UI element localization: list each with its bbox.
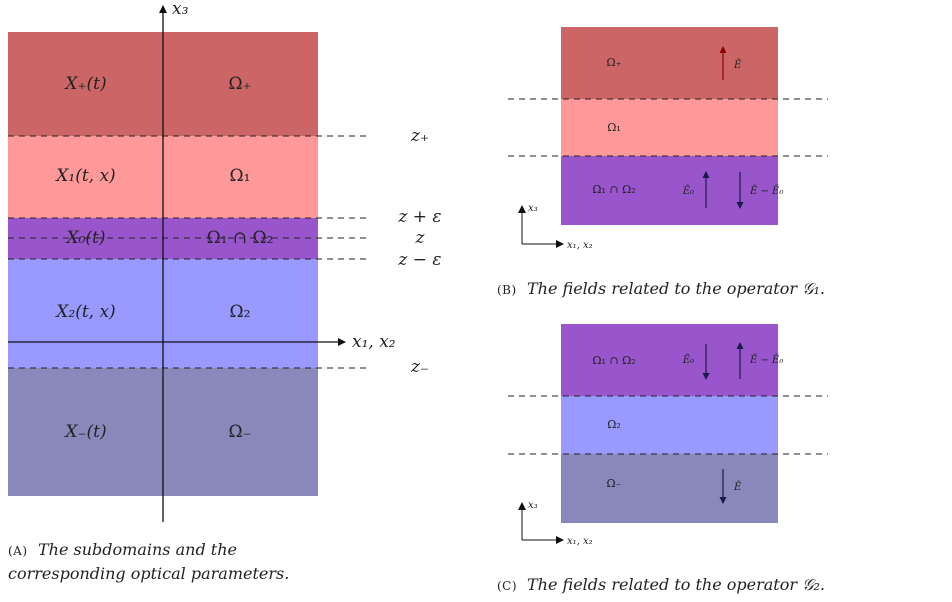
layer-b-plus [561, 27, 778, 99]
level-lines-a [8, 135, 370, 369]
layer-label-a-1-left: X₁(t, x) [54, 166, 115, 186]
layer-label-a-minus-right: Ω₋ [228, 422, 251, 442]
layer-label-b-plus: Ω₊ [607, 56, 622, 69]
field-label-c-bottom: Ẽ [733, 481, 742, 493]
caption-a-line1: The subdomains and the [38, 540, 237, 559]
layer-label-a-1-right: Ω₁ [230, 166, 251, 186]
layer-label-c-2: Ω₂ [607, 418, 621, 431]
axis-x12-label-b: x₁, x₂ [567, 240, 593, 251]
layer-label-a-plus-right: Ω₊ [228, 74, 251, 94]
axis-x3-label-a: x₃ [172, 0, 189, 19]
layer-c-0 [561, 324, 778, 396]
level-lines-c [508, 395, 828, 455]
axis-x3-label-c: x₃ [528, 500, 538, 511]
layer-label-b-1: Ω₁ [607, 121, 621, 134]
axis-x3-label-b: x₃ [528, 203, 538, 214]
axis-x12-label-a: x₁, x₂ [352, 332, 396, 352]
caption-c-text: The fields related to the operator 𝒢₂. [527, 575, 825, 594]
level-lines-b [508, 98, 828, 157]
level-label-zplus: z₊ [410, 126, 429, 146]
layer-label-c-minus: Ω₋ [607, 477, 622, 490]
panel-c: Ω₁ ∩ Ω₂ Ω₂ Ω₋ Ẽ₀ Ẽ − Ẽ₀ Ẽ x₃ x₁, x₂ (C) … [497, 324, 828, 594]
level-label-zme: z − ε [397, 250, 441, 270]
field-label-b-mid-left: Ẽ₀ [682, 185, 694, 197]
layer-b-1 [561, 99, 778, 156]
caption-a-tag: (A) [8, 544, 28, 558]
caption-b-text: The fields related to the operator 𝒢₁. [527, 279, 825, 298]
layer-label-a-0-left: X₀(t) [64, 228, 105, 248]
layer-c-2 [561, 396, 778, 454]
panel-b: Ω₊ Ω₁ Ω₁ ∩ Ω₂ Ẽ Ẽ₀ Ẽ − Ẽ₀ x₃ x₁, x₂ (B) … [497, 27, 828, 298]
field-label-b-top: Ẽ [733, 59, 742, 71]
axis-x12-label-c: x₁, x₂ [567, 536, 593, 547]
layer-label-c-0: Ω₁ ∩ Ω₂ [592, 354, 635, 367]
caption-b-tag: (B) [497, 283, 517, 297]
field-label-c-top-right: Ẽ − Ẽ₀ [749, 354, 783, 366]
panel-a: x₃ x₁, x₂ X₊(t) Ω₊ X₁(t, x) Ω₁ X₀(t) Ω₁ … [8, 0, 442, 583]
layer-c-minus [561, 454, 778, 523]
layer-label-a-minus-left: X₋(t) [63, 422, 106, 442]
layer-label-a-plus-left: X₊(t) [63, 74, 106, 94]
layer-label-a-2-right: Ω₂ [230, 302, 251, 322]
layer-label-a-2-left: X₂(t, x) [54, 302, 115, 322]
layer-b-0 [561, 156, 778, 225]
field-label-b-mid-right: Ẽ − Ẽ₀ [749, 185, 783, 197]
caption-c-tag: (C) [497, 579, 517, 593]
layer-label-b-0: Ω₁ ∩ Ω₂ [592, 183, 635, 196]
level-label-zpe: z + ε [397, 207, 441, 227]
field-label-c-top-left: Ẽ₀ [682, 354, 694, 366]
layer-label-a-0-right: Ω₁ ∩ Ω₂ [207, 228, 274, 248]
level-label-z: z [415, 228, 426, 248]
level-label-zminus: z₋ [410, 357, 429, 377]
caption-a-line2: corresponding optical parameters. [8, 564, 289, 583]
